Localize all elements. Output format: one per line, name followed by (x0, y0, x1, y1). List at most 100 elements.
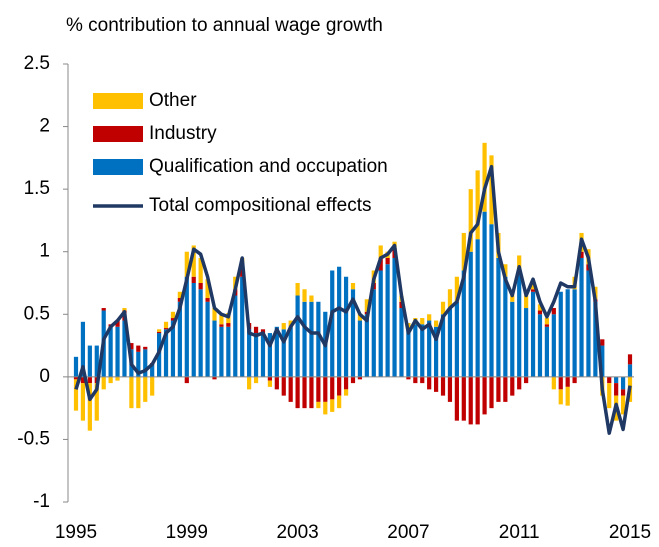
bar (212, 376, 217, 380)
bar (385, 257, 390, 265)
bar (177, 301, 182, 377)
y-tick-label: -0.5 (17, 428, 50, 449)
bar (447, 308, 453, 377)
bar (281, 376, 286, 396)
bar (413, 324, 418, 377)
bar (537, 310, 543, 315)
bar (544, 326, 549, 377)
bar (343, 389, 349, 396)
bar (530, 283, 536, 290)
bar (572, 376, 577, 384)
bar (371, 289, 376, 377)
bar (136, 376, 141, 409)
bar (337, 266, 342, 377)
bar (115, 326, 120, 377)
bar (427, 314, 432, 321)
bar (524, 376, 529, 384)
legend-label: Other (149, 90, 197, 111)
bar (350, 376, 356, 384)
bar (108, 376, 113, 384)
bar (87, 376, 92, 384)
bar (198, 283, 203, 290)
bar (253, 326, 259, 334)
bar (205, 279, 210, 299)
bar (150, 364, 155, 377)
bar (544, 324, 549, 327)
bar (551, 308, 556, 315)
bar (288, 326, 293, 377)
bar (593, 301, 598, 377)
bar (378, 257, 383, 271)
bar (226, 326, 231, 377)
bar (496, 376, 501, 402)
bar (461, 232, 466, 271)
x-tick-label: 1995 (55, 522, 97, 543)
bar (454, 301, 459, 377)
bar (614, 383, 619, 396)
legend-swatch (93, 159, 143, 175)
bar (94, 383, 99, 421)
bar (80, 376, 86, 384)
bar (274, 326, 279, 377)
bar (247, 329, 252, 377)
bar (454, 276, 459, 302)
bar (101, 308, 106, 311)
bar (454, 376, 459, 421)
bar (510, 295, 515, 302)
bar (295, 295, 300, 377)
bar (302, 289, 307, 302)
bar (136, 351, 141, 377)
bar (163, 321, 169, 329)
bar (177, 291, 182, 299)
bar (150, 376, 155, 396)
bar (440, 376, 446, 396)
bar (219, 324, 224, 327)
bar (184, 251, 189, 277)
bar (295, 283, 300, 296)
bar (330, 376, 335, 400)
bar (579, 257, 584, 377)
bar (143, 349, 148, 377)
bar (447, 289, 453, 309)
bar (378, 270, 383, 377)
bar (530, 289, 536, 292)
line (74, 164, 632, 435)
bar (364, 314, 369, 377)
bar (170, 311, 176, 319)
bar (129, 376, 134, 409)
bar (503, 276, 508, 377)
bar (219, 326, 224, 377)
bar (392, 257, 397, 377)
bar (267, 333, 272, 377)
bar (350, 283, 356, 290)
bar (122, 308, 127, 311)
bar (510, 376, 515, 396)
bar (87, 383, 92, 431)
bar (517, 255, 522, 275)
bar (607, 383, 612, 409)
bar (260, 333, 266, 377)
bar (385, 264, 390, 377)
bar (489, 224, 494, 377)
y-axis-title: % contribution to annual wage growth (66, 15, 383, 36)
bar (343, 276, 349, 377)
bar (163, 329, 169, 377)
bar (420, 376, 425, 384)
bar (115, 376, 120, 381)
bar (406, 376, 411, 380)
bar (157, 329, 162, 332)
bar (205, 301, 210, 377)
bar (357, 320, 363, 377)
bar (302, 376, 307, 409)
y-tick-label: 2.5 (24, 53, 50, 74)
bar (461, 376, 466, 421)
bar (482, 211, 487, 377)
bar (537, 314, 543, 377)
bar (517, 376, 522, 390)
bar (565, 376, 570, 387)
bar (316, 376, 321, 402)
bar (115, 320, 120, 327)
bar (157, 331, 162, 334)
bar (524, 295, 529, 309)
bar (357, 376, 363, 380)
